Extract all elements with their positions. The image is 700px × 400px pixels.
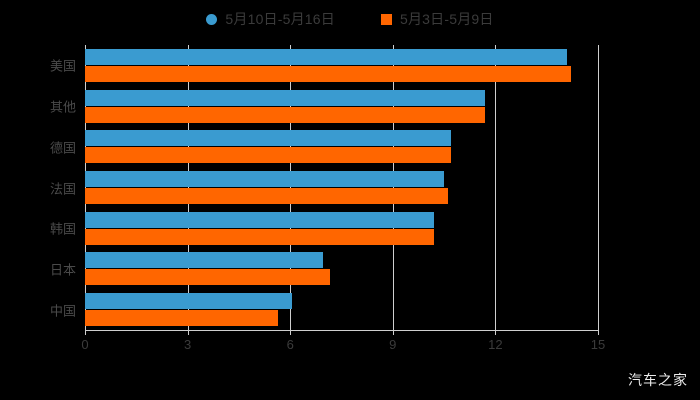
x-axis-tick-mark — [85, 330, 86, 335]
bar[interactable] — [85, 48, 568, 65]
plot-area — [85, 45, 599, 330]
bar[interactable] — [85, 228, 434, 245]
gridline — [85, 45, 86, 330]
circle-marker-icon — [206, 13, 218, 25]
x-axis-tick-label: 6 — [286, 337, 294, 352]
bar[interactable] — [85, 89, 486, 106]
bar[interactable] — [85, 106, 486, 123]
x-axis-tick-label: 15 — [590, 337, 606, 352]
x-axis-tick-mark — [187, 330, 189, 335]
x-axis-tick-label: 0 — [81, 337, 89, 352]
y-axis-tick-label: 美国 — [49, 58, 76, 74]
y-axis-tick-label: 中国 — [49, 303, 76, 319]
y-axis-tick-label: 德国 — [49, 140, 76, 156]
y-axis-tick-label: 日本 — [49, 262, 76, 278]
gridline — [290, 45, 292, 330]
bar[interactable] — [85, 65, 571, 82]
x-axis-tick-mark — [495, 330, 497, 335]
legend-item[interactable]: 5月10日-5月16日 — [206, 9, 335, 29]
y-axis-tick-label: 其他 — [49, 99, 76, 115]
bar[interactable] — [85, 269, 330, 286]
watermark: 汽车之家 — [628, 372, 688, 388]
x-axis-tick-mark — [392, 330, 394, 335]
bar[interactable] — [85, 147, 451, 164]
bar[interactable] — [85, 130, 451, 147]
x-axis-tick-label: 9 — [389, 337, 397, 352]
bar[interactable] — [85, 171, 445, 187]
legend-item[interactable]: 5月3日-5月9日 — [380, 9, 494, 29]
legend-item-label: 5月3日-5月9日 — [399, 11, 494, 27]
bar[interactable] — [85, 293, 292, 310]
gridline — [598, 45, 599, 330]
y-axis-category-labels: 美国其他德国法国韩国日本中国 — [0, 0, 76, 400]
gridline — [392, 45, 394, 330]
square-marker-icon — [380, 13, 392, 25]
gridline — [187, 45, 189, 330]
legend-item-label: 5月10日-5月16日 — [225, 11, 335, 27]
x-axis-tick-label: 12 — [488, 337, 503, 352]
y-axis-tick-label: 法国 — [49, 181, 76, 196]
chart-legend: 5月10日-5月16日 5月3日-5月9日 — [0, 0, 700, 38]
y-axis-tick-label: 韩国 — [49, 221, 76, 237]
x-axis-tick-label: 3 — [183, 337, 192, 352]
x-axis-tick-mark — [598, 330, 599, 335]
bar[interactable] — [85, 252, 323, 269]
bar[interactable] — [85, 188, 448, 204]
x-axis-line — [85, 330, 599, 331]
gridline — [495, 45, 497, 330]
x-axis-tick-mark — [290, 330, 292, 335]
bar[interactable] — [85, 310, 279, 327]
bar[interactable] — [85, 211, 434, 228]
